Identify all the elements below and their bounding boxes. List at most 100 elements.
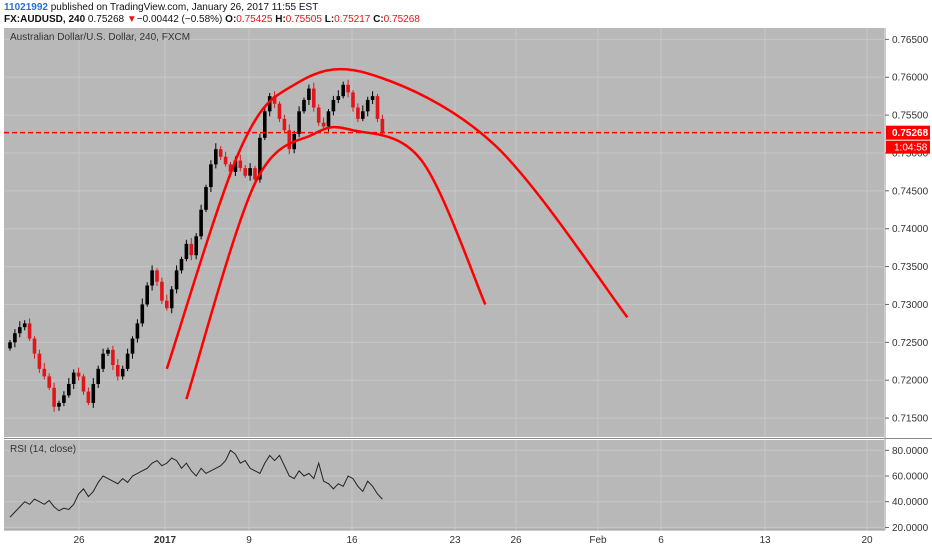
candle-body [81, 376, 86, 392]
rsi-tick-label: 60.0000 [892, 472, 929, 483]
time-tick-label: 13 [759, 535, 771, 546]
candle-body [263, 111, 267, 138]
last-price: 0.75268 [87, 14, 125, 25]
price-tick-label: 0.75000 [892, 148, 929, 159]
publish-text: published on TradingView.com, January 26… [50, 2, 319, 13]
last-price-tag [886, 125, 930, 140]
candle-body [282, 118, 287, 131]
candle-body [307, 88, 311, 100]
candle-body [18, 327, 22, 334]
candle-body [277, 103, 282, 119]
grid-lines [4, 28, 932, 531]
open-value: 0.75425 [236, 14, 273, 25]
candle-body [272, 96, 277, 104]
time-axis[interactable] [0, 530, 932, 550]
candle-body [125, 353, 130, 369]
close-label: C: [373, 14, 384, 25]
price-tick-label: 0.74000 [892, 224, 929, 235]
candle-body [116, 365, 120, 377]
candle-body [223, 156, 228, 165]
candle-body [91, 383, 96, 403]
candle-body [336, 96, 341, 100]
candle-body [228, 164, 233, 172]
candle-body [160, 281, 164, 301]
rsi-tick-label: 40.0000 [892, 497, 929, 508]
candle-body [169, 289, 174, 309]
price-tick-label: 0.74500 [892, 186, 929, 197]
rsi-tick-labels: 80.0000 60.0000 40.0000 20.0000 [885, 446, 929, 534]
candle-body [62, 395, 66, 403]
price-tick-label: 0.73000 [892, 300, 929, 311]
price-pane-background[interactable] [4, 28, 884, 437]
publish-line: 11021992 published on TradingView.com, J… [4, 2, 318, 14]
candle-body [243, 168, 247, 176]
candle-body [120, 368, 125, 377]
price-tags: 0.75268 1:04:58 [886, 125, 930, 154]
price-tick-labels: 0.76500 0.76000 0.75500 0.75000 0.74500 0.740… [885, 35, 929, 425]
price-tick-label: 0.73500 [892, 262, 929, 273]
candle-body [194, 236, 198, 256]
candle-body [209, 164, 213, 188]
candle-body [287, 130, 292, 150]
candle-body [37, 353, 42, 369]
candle-body [218, 149, 223, 157]
rsi-tick-label: 80.0000 [892, 446, 929, 457]
change-arrow-icon: ▼ [126, 14, 137, 25]
candle-body [140, 304, 145, 324]
low-label: L: [324, 14, 335, 25]
open-label: O: [225, 14, 237, 25]
candle-body [111, 349, 115, 366]
price-axis[interactable] [886, 28, 932, 530]
candle-body [165, 300, 169, 309]
candle-body [331, 99, 336, 112]
candle-body [76, 372, 81, 377]
price-tick-label: 0.76500 [892, 35, 929, 46]
candle-body [326, 111, 331, 127]
candle-body [96, 368, 100, 384]
candle-body [302, 99, 306, 112]
candle-body [22, 323, 27, 328]
time-tick-label: 26 [510, 535, 522, 546]
candle-body [297, 111, 301, 135]
candle-body [351, 92, 355, 108]
candle-body [375, 96, 380, 119]
author-link[interactable]: 11021992 [4, 2, 48, 13]
chart-title: Australian Dollar/U.S. Dollar, 240, FXCM [10, 32, 190, 43]
candle-body [135, 323, 140, 339]
candle-body [106, 349, 110, 354]
candle-body [184, 243, 189, 260]
high-value: 0.75505 [285, 14, 322, 25]
drawing-annotations[interactable] [4, 67, 884, 400]
price-tick-label: 0.71500 [892, 414, 929, 425]
candle-body [86, 391, 91, 403]
time-tick-labels: 26 2017 9 16 23 26 Feb 6 13 20 [73, 535, 873, 546]
candle-body [52, 387, 56, 407]
candle-body [47, 376, 51, 388]
ohlc-line: FX:AUDUSD, 240 0.75268 ▼−0.00442 (−0.58%… [4, 14, 420, 26]
candle-body [370, 96, 375, 100]
arc-drawing[interactable] [165, 67, 629, 370]
time-tick-label: 20 [861, 535, 873, 546]
candle-body [179, 259, 184, 271]
price-tick-label: 0.76000 [892, 73, 929, 84]
rsi-pane-background[interactable] [4, 440, 884, 530]
candle-body [380, 118, 385, 133]
high-label: H: [275, 14, 286, 25]
candle-body [145, 285, 149, 305]
candle-body [321, 122, 326, 127]
arc-drawing[interactable] [185, 125, 487, 400]
symbol-label: FX:AUDUSD, 240 [4, 14, 86, 25]
candle-body [238, 160, 243, 169]
candle-body [71, 372, 76, 384]
price-tick-label: 0.72000 [892, 376, 929, 387]
candle-body [67, 383, 71, 396]
time-tick-label: 2017 [154, 535, 177, 546]
candle-body [312, 88, 316, 108]
candle-body [32, 338, 37, 354]
price-tick-label: 0.75500 [892, 111, 929, 122]
change-value: −0.00442 (−0.58%) [136, 14, 223, 25]
candle-body [150, 270, 154, 286]
candle-body [8, 342, 12, 349]
time-tick-label: 26 [73, 535, 85, 546]
